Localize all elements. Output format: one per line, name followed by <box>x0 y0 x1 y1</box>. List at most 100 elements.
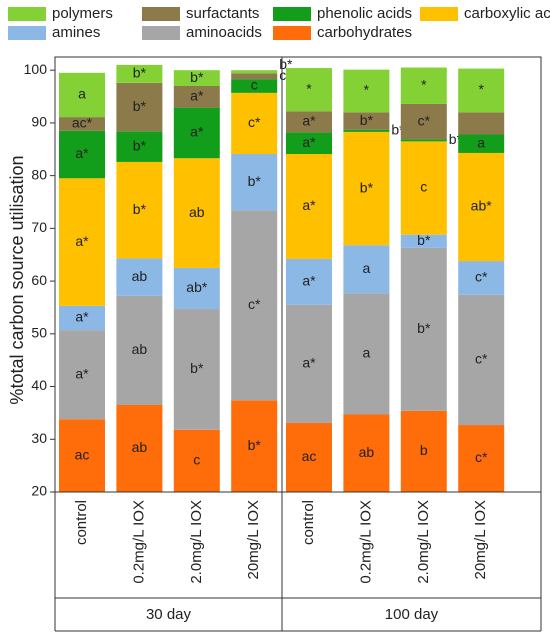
bar-segment <box>231 73 278 80</box>
bar-segment <box>400 139 447 142</box>
segment-label: b* <box>133 65 147 81</box>
bar-segment <box>458 425 505 492</box>
bar-segment <box>173 429 220 492</box>
segment-label: c* <box>248 114 261 130</box>
segment-label: * <box>364 82 370 98</box>
segment-label: a* <box>75 145 89 161</box>
segment-label: a* <box>302 355 316 371</box>
segment-label: a* <box>190 88 204 104</box>
x-tick-label: control <box>73 500 90 545</box>
x-tick-label: control <box>300 500 317 545</box>
segment-label: a <box>363 260 371 276</box>
legend-swatch <box>273 7 311 21</box>
y-tick-label: 70 <box>31 219 47 235</box>
y-tick-label: 40 <box>31 377 47 393</box>
bar-segment <box>343 112 390 130</box>
segment-label: ab* <box>186 279 208 295</box>
bar-segment <box>343 293 390 415</box>
legend-label: aminoacids <box>186 24 262 41</box>
segment-label: b* <box>360 179 374 195</box>
segment-label: b* <box>190 360 204 376</box>
y-axis-label: %total carbon source utilisation <box>7 155 27 404</box>
bar-segment <box>231 400 278 492</box>
bar-segment <box>286 154 332 259</box>
segment-label: b <box>420 442 428 458</box>
legend-label: amines <box>52 24 100 41</box>
segment-label: b* <box>417 232 431 248</box>
segment-label: b* <box>417 320 431 336</box>
legend-swatch <box>8 7 46 21</box>
legend-swatch <box>8 26 46 40</box>
bar-segment <box>231 210 278 401</box>
bar-segment <box>59 130 105 179</box>
bar-segment <box>343 414 390 492</box>
bar-segment <box>400 103 447 140</box>
segment-label: a* <box>75 233 89 249</box>
bar-segment <box>173 158 220 268</box>
segment-label: a <box>363 345 371 361</box>
segment-label: ab <box>359 444 375 460</box>
segment-label: b* <box>279 56 293 72</box>
segment-label: b* <box>133 137 147 153</box>
bar-segment <box>59 419 105 492</box>
bar-segment <box>231 92 278 155</box>
segment-label: b* <box>133 98 147 114</box>
bar-segment <box>286 111 332 133</box>
bar-segment <box>343 131 390 246</box>
bar-segment <box>59 330 105 420</box>
bar-segment <box>343 69 390 113</box>
bar-segment <box>343 129 390 132</box>
y-tick-label: 100 <box>24 61 48 77</box>
bar-segment <box>173 86 220 108</box>
legend-label: carboxylic acids <box>464 5 550 22</box>
group-label: 100 day <box>385 606 439 623</box>
group-label: 30 day <box>146 606 192 623</box>
bar-segment <box>458 112 505 135</box>
bar-segment <box>59 305 105 331</box>
y-tick-label: 20 <box>31 483 47 499</box>
segment-label: c* <box>475 449 488 465</box>
y-tick-label: 80 <box>31 166 47 182</box>
x-tick-label: 20mg/L IOX <box>245 500 262 579</box>
segment-label: c* <box>475 351 488 367</box>
bar-segment <box>286 258 332 305</box>
segment-label: ab* <box>471 198 493 214</box>
segment-label: a* <box>302 197 316 213</box>
bar-segment <box>231 154 278 211</box>
segment-label: ac <box>302 448 317 464</box>
segment-label: ab <box>189 204 205 220</box>
bar-segment <box>343 245 390 294</box>
x-tick-label: 2.0mg/L IOX <box>415 500 432 584</box>
segment-label: ab <box>132 439 148 455</box>
bar-segment <box>286 304 332 423</box>
segment-label: * <box>421 76 427 92</box>
bar-segment <box>116 258 163 296</box>
segment-label: a <box>78 86 86 102</box>
x-tick-label: 0.2mg/L IOX <box>357 500 374 584</box>
bar-segment <box>116 161 163 259</box>
x-tick-label: 2.0mg/L IOX <box>188 500 205 584</box>
segment-label: b* <box>190 69 204 85</box>
bar-segment <box>231 70 278 74</box>
bar-segment <box>458 294 505 426</box>
segment-label: a <box>477 134 485 150</box>
bar-segment <box>458 261 505 295</box>
segment-label: a* <box>302 113 316 129</box>
bar-segment <box>286 422 332 492</box>
segment-label: ac <box>75 446 90 462</box>
bar-segment <box>286 132 332 155</box>
legend-swatch <box>420 7 458 21</box>
bar-segment <box>116 295 163 405</box>
segment-label: a* <box>190 124 204 140</box>
legend-label: surfactants <box>186 5 259 22</box>
legend-label: carbohydrates <box>317 24 412 41</box>
x-tick-label: 0.2mg/L IOX <box>130 500 147 584</box>
bar-segment <box>173 107 220 159</box>
segment-label: * <box>306 80 312 96</box>
segment-label: a* <box>302 134 316 150</box>
bar-segment <box>286 68 332 112</box>
segment-label: c <box>193 452 200 468</box>
bar-segment <box>458 68 505 113</box>
bar-segment <box>116 405 163 492</box>
